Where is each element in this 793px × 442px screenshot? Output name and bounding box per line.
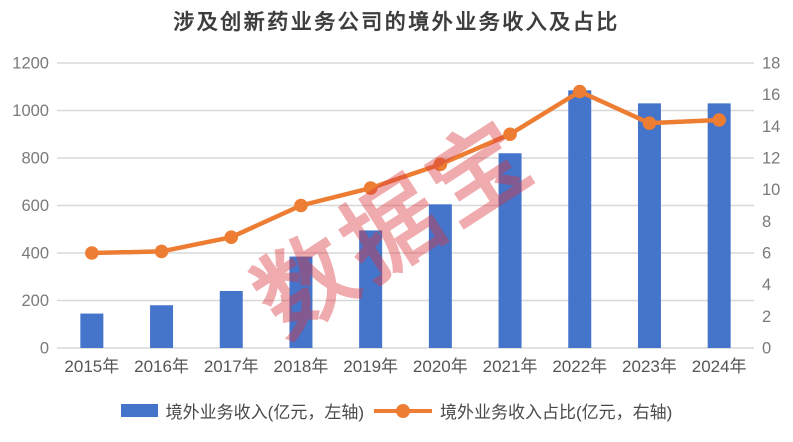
x-axis-label: 2024年 xyxy=(692,357,747,376)
y-axis-right-label: 0 xyxy=(762,340,771,358)
bar xyxy=(568,90,592,348)
bar xyxy=(150,305,174,348)
line-marker xyxy=(712,113,726,127)
line-marker xyxy=(572,84,587,99)
x-axis-label: 2023年 xyxy=(622,357,677,376)
y-axis-left-label: 600 xyxy=(21,197,49,215)
line-series xyxy=(89,89,722,256)
y-axis-right-label: 6 xyxy=(762,245,771,263)
bar xyxy=(637,103,661,348)
bar xyxy=(359,230,383,348)
x-axis-label: 2016年 xyxy=(134,357,189,376)
legend-item-bar: 境外业务收入(亿元，左轴) xyxy=(120,398,364,423)
line-marker xyxy=(154,244,169,259)
line-marker xyxy=(363,181,378,195)
line-marker xyxy=(224,230,239,244)
bar xyxy=(707,103,731,348)
y-axis-left-label: 800 xyxy=(21,150,49,168)
y-axis-right-label: 10 xyxy=(762,181,780,199)
x-axis-label: 2015年 xyxy=(64,357,119,376)
line-marker xyxy=(503,127,517,142)
bar xyxy=(428,204,452,348)
y-axis-right-label: 18 xyxy=(762,55,780,73)
bar xyxy=(80,313,104,348)
x-axis-label: 2018年 xyxy=(274,357,329,376)
x-axis-label: 2017年 xyxy=(204,357,259,376)
y-axis-right-label: 2 xyxy=(762,308,771,326)
x-axis-label: 2022年 xyxy=(552,357,607,376)
bar xyxy=(289,256,313,348)
y-axis-left-label: 400 xyxy=(21,245,49,263)
y-axis-left-label: 1200 xyxy=(12,55,49,73)
combo-chart: 0 200 400 600 800 1000 1200 0 2 4 6 8 10 12 14 16 18 2015… xyxy=(12,55,780,377)
bar xyxy=(498,153,522,348)
y-axis-right-label: 14 xyxy=(762,118,780,136)
legend-bar-label: 境外业务收入(亿元，左轴) xyxy=(165,403,364,422)
legend: 境外业务收入(亿元，左轴) 境外业务收入占比(亿元，右轴) xyxy=(0,398,793,423)
y-axis-left-label: 1000 xyxy=(12,102,49,120)
chart-title: 涉及创新药业务公司的境外业务收入及占比 xyxy=(173,11,620,34)
legend-item-line: 境外业务收入占比(亿元，右轴) xyxy=(374,398,672,423)
legend-line-label: 境外业务收入占比(亿元，右轴) xyxy=(440,403,673,422)
line-marker xyxy=(642,116,657,130)
legend-bar-swatch-icon xyxy=(120,404,158,417)
x-axis-label: 2019年 xyxy=(343,357,398,376)
y-axis-left-label: 200 xyxy=(21,292,49,310)
y-axis-left-label: 0 xyxy=(40,340,49,358)
line-marker xyxy=(433,157,448,172)
y-axis-right-label: 16 xyxy=(762,86,780,104)
y-axis-right-label: 4 xyxy=(762,276,771,294)
legend-line-dot-icon xyxy=(396,403,410,418)
x-axis-label: 2020年 xyxy=(413,357,468,376)
bar xyxy=(219,291,243,348)
legend-line-swatch-icon xyxy=(374,403,432,418)
x-axis-label: 2021年 xyxy=(483,357,538,376)
line-marker xyxy=(294,198,308,213)
line-marker xyxy=(85,246,99,260)
y-axis-right-label: 8 xyxy=(762,213,771,231)
y-axis-right-label: 12 xyxy=(762,150,780,168)
